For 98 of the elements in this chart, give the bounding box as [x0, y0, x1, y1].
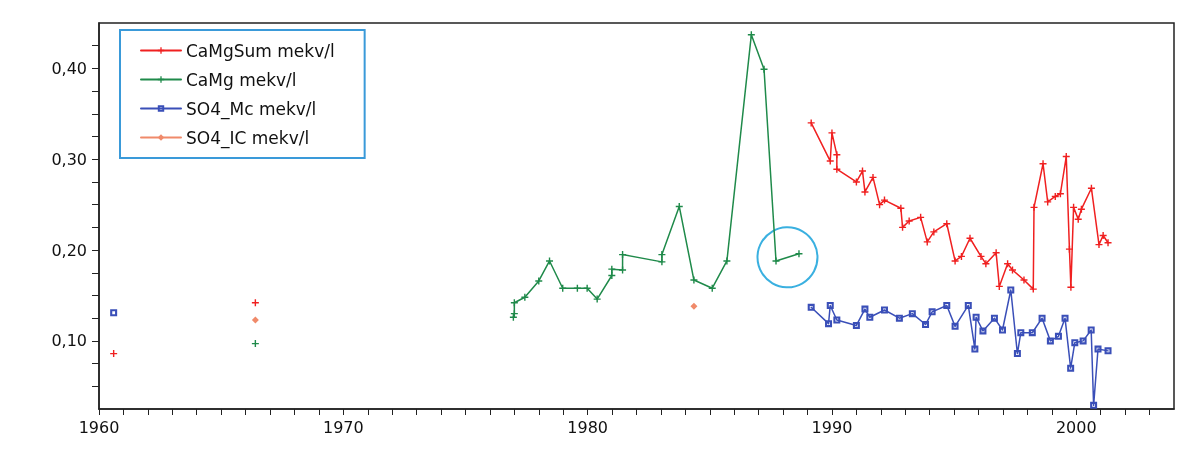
legend-label: SO4_Mc mekv/l: [186, 98, 317, 120]
point: [593, 295, 601, 303]
point: [690, 302, 698, 310]
point: [905, 217, 913, 225]
x-tick-label: 1960: [78, 417, 120, 437]
point: [825, 320, 833, 328]
point: [1038, 314, 1046, 322]
point: [852, 321, 860, 329]
point: [951, 257, 959, 265]
point: [928, 308, 936, 316]
point: [1009, 266, 1017, 274]
point: [861, 188, 869, 196]
point: [982, 260, 990, 268]
point: [1017, 329, 1025, 337]
point: [992, 249, 1000, 257]
point: [546, 257, 554, 265]
point: [1067, 364, 1075, 372]
point: [826, 301, 834, 309]
point: [1104, 347, 1112, 355]
y-tick-label: 0,10: [51, 331, 87, 351]
point: [1028, 329, 1036, 337]
point: [880, 196, 888, 204]
point: [979, 327, 987, 335]
point: [1079, 337, 1087, 345]
legend-label: CaMg mekv/l: [186, 69, 297, 90]
point: [1044, 198, 1052, 206]
point: [807, 119, 815, 127]
legend-label: SO4_IC mekv/l: [186, 127, 310, 149]
point: [110, 309, 118, 317]
point: [1046, 337, 1054, 345]
point: [690, 276, 698, 284]
point: [990, 314, 998, 322]
point: [1077, 205, 1085, 213]
point: [826, 157, 834, 165]
point: [998, 326, 1006, 334]
point: [795, 250, 803, 258]
point: [833, 316, 841, 324]
point: [658, 251, 666, 259]
y-tick-label: 0,30: [51, 149, 87, 169]
point: [951, 322, 959, 330]
point: [760, 65, 768, 73]
x-tick-label: 1970: [322, 417, 364, 437]
x-tick-label: 1990: [811, 417, 853, 437]
point: [747, 31, 755, 39]
point: [658, 258, 666, 266]
point: [922, 321, 930, 329]
point: [1087, 326, 1095, 334]
point: [1013, 350, 1021, 358]
point: [897, 204, 905, 212]
point: [964, 301, 972, 309]
point: [807, 303, 815, 311]
x-tick-label: 2000: [1055, 417, 1097, 437]
point: [833, 165, 841, 173]
point: [1099, 232, 1107, 240]
point: [828, 129, 836, 137]
point: [1090, 401, 1098, 409]
point: [1094, 345, 1102, 353]
y-tick-label: 0,40: [51, 58, 87, 78]
point: [1071, 339, 1079, 347]
point: [1020, 276, 1028, 284]
point: [1104, 239, 1112, 247]
point: [772, 257, 780, 265]
point: [1061, 314, 1069, 322]
point: [583, 284, 591, 292]
point: [880, 306, 888, 314]
point: [1007, 286, 1015, 294]
point: [1095, 241, 1103, 249]
point: [1030, 203, 1038, 211]
x-tick-label: 1980: [567, 417, 608, 437]
point: [608, 265, 616, 273]
y-tick-label: 0,20: [51, 240, 87, 260]
point: [861, 305, 869, 313]
point: [723, 257, 731, 265]
point: [930, 228, 938, 236]
point: [971, 345, 979, 353]
point: [521, 293, 529, 301]
point: [852, 178, 860, 186]
point: [977, 252, 985, 260]
point: [535, 277, 543, 285]
point: [923, 238, 931, 246]
point: [1067, 283, 1075, 291]
point: [619, 266, 627, 274]
point: [1029, 285, 1037, 293]
point: [908, 310, 916, 318]
legend-label: CaMgSum mekv/l: [186, 40, 335, 61]
point: [858, 167, 866, 175]
point: [1065, 245, 1073, 253]
point: [1074, 215, 1082, 223]
point: [869, 173, 877, 181]
point: [1054, 332, 1062, 340]
point: [833, 151, 841, 159]
point: [966, 234, 974, 242]
point: [608, 271, 616, 279]
point: [972, 313, 980, 321]
point: [866, 313, 874, 321]
point: [895, 314, 903, 322]
point: [251, 316, 259, 324]
point: [943, 301, 951, 309]
